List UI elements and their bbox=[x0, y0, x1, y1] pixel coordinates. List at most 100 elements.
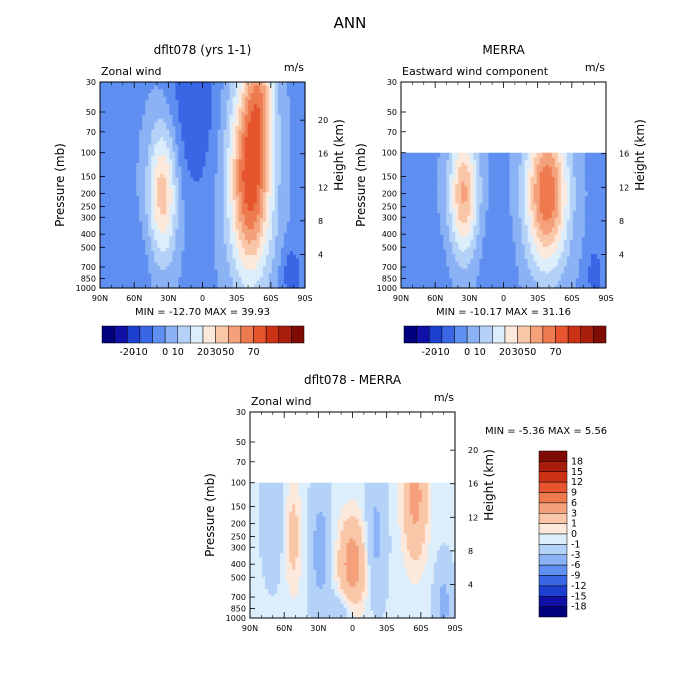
field-cell bbox=[404, 159, 408, 163]
field-cell bbox=[280, 111, 285, 116]
field-cell bbox=[244, 225, 249, 230]
field-cell bbox=[545, 167, 550, 171]
field-cell bbox=[518, 169, 523, 173]
field-cell bbox=[169, 82, 173, 87]
field-cell bbox=[241, 133, 246, 138]
field-cell bbox=[545, 184, 550, 188]
field-cell bbox=[253, 280, 258, 285]
field-cell bbox=[217, 192, 222, 197]
field-cell bbox=[208, 203, 213, 208]
field-cell bbox=[214, 177, 219, 182]
field-cell bbox=[229, 284, 234, 289]
field-cell bbox=[271, 93, 276, 98]
field-cell bbox=[154, 159, 158, 164]
field-cell bbox=[154, 126, 158, 131]
field-cell bbox=[286, 203, 291, 208]
field-cell bbox=[440, 155, 444, 159]
field-cell bbox=[274, 199, 279, 204]
field-cell bbox=[121, 276, 125, 282]
field-cell bbox=[193, 82, 198, 87]
field-cell bbox=[431, 152, 435, 156]
field-cell bbox=[166, 93, 170, 98]
field-cell bbox=[187, 240, 192, 245]
field-cell bbox=[181, 199, 186, 204]
field-cell bbox=[295, 144, 300, 149]
field-cell bbox=[295, 232, 300, 238]
field-cell bbox=[163, 122, 167, 127]
field-cell bbox=[166, 276, 170, 282]
field-cell bbox=[253, 254, 258, 260]
field-cell bbox=[127, 162, 131, 168]
field-cell bbox=[184, 280, 189, 285]
field-cell bbox=[298, 218, 303, 223]
field-cell bbox=[280, 93, 285, 98]
field-cell bbox=[232, 247, 237, 252]
field-cell bbox=[100, 251, 104, 256]
field-cell bbox=[163, 148, 167, 153]
field-cell bbox=[175, 155, 179, 160]
field-cell bbox=[488, 174, 493, 178]
field-cell bbox=[124, 181, 128, 186]
field-cell bbox=[590, 172, 595, 176]
field-cell bbox=[199, 144, 204, 149]
field-cell bbox=[184, 140, 189, 146]
field-cell bbox=[280, 177, 285, 182]
field-cell bbox=[154, 207, 158, 212]
field-cell bbox=[545, 155, 550, 159]
field-cell bbox=[136, 170, 140, 175]
field-cell bbox=[100, 144, 104, 149]
field-cell bbox=[283, 251, 288, 256]
field-cell bbox=[277, 100, 282, 105]
field-cell bbox=[136, 104, 140, 109]
field-cell bbox=[151, 221, 155, 227]
field-cell bbox=[286, 192, 291, 197]
field-cell bbox=[464, 167, 468, 171]
field-cell bbox=[277, 155, 282, 160]
field-cell bbox=[250, 177, 255, 182]
field-cell bbox=[286, 284, 291, 289]
field-cell bbox=[160, 144, 164, 149]
field-cell bbox=[446, 181, 450, 185]
field-cell bbox=[196, 159, 201, 164]
field-cell bbox=[244, 93, 249, 98]
field-cell bbox=[443, 167, 447, 171]
field-cell bbox=[124, 170, 128, 175]
field-cell bbox=[247, 100, 252, 105]
field-cell bbox=[259, 276, 264, 282]
field-cell bbox=[241, 247, 246, 252]
field-cell bbox=[569, 152, 574, 156]
field-cell bbox=[485, 157, 490, 161]
field-cell bbox=[211, 247, 216, 252]
field-cell bbox=[130, 210, 134, 216]
y-tick-label: 700 bbox=[81, 263, 96, 272]
field-cell bbox=[142, 126, 146, 131]
field-cell bbox=[217, 111, 222, 116]
field-cell bbox=[527, 167, 532, 171]
field-cell bbox=[247, 129, 252, 135]
field-cell bbox=[274, 280, 279, 285]
field-cell bbox=[202, 122, 207, 127]
field-cell bbox=[416, 167, 420, 171]
field-cell bbox=[178, 159, 182, 164]
field-cell bbox=[274, 96, 279, 101]
field-cell bbox=[476, 152, 480, 156]
field-cell bbox=[244, 262, 249, 267]
field-cell bbox=[536, 167, 541, 171]
field-cell bbox=[563, 181, 568, 185]
field-cell bbox=[584, 155, 589, 159]
field-cell bbox=[434, 169, 438, 173]
field-cell bbox=[151, 188, 155, 193]
field-cell bbox=[283, 280, 288, 285]
field-cell bbox=[130, 100, 134, 105]
field-cell bbox=[175, 240, 179, 245]
field-cell bbox=[124, 251, 128, 256]
field-cell bbox=[232, 210, 237, 216]
field-cell bbox=[205, 207, 210, 212]
field-cell bbox=[217, 100, 222, 105]
field-cell bbox=[581, 167, 586, 171]
field-cell bbox=[118, 96, 122, 101]
field-cell bbox=[425, 159, 429, 163]
field-cell bbox=[154, 188, 158, 193]
field-cell bbox=[148, 155, 152, 160]
field-cell bbox=[139, 188, 143, 193]
